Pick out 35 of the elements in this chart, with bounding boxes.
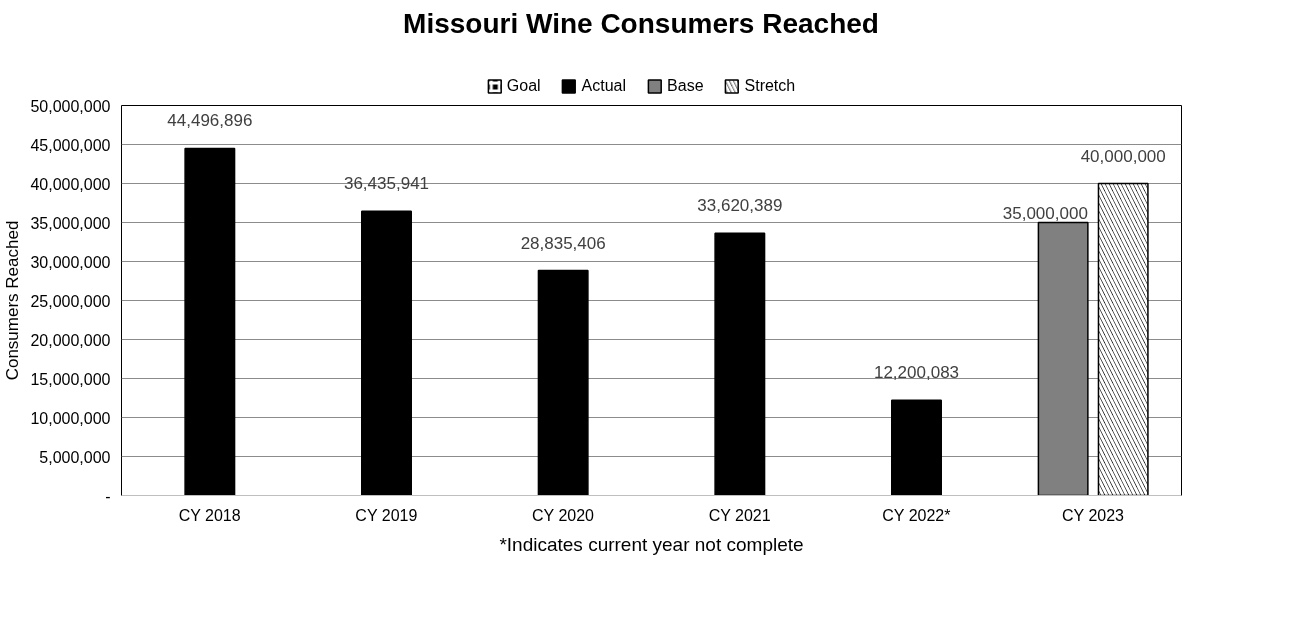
y-axis-title: Consumers Reached	[3, 220, 23, 381]
legend-label: Stretch	[744, 77, 796, 95]
y-tick-label: 5,000,000	[39, 448, 111, 466]
data-label: 12,200,083	[873, 363, 960, 383]
y-tick-label: 50,000,000	[30, 97, 111, 115]
bar	[361, 210, 412, 496]
y-tick-label: 40,000,000	[30, 175, 111, 193]
x-tick-label: CY 2019	[355, 506, 418, 524]
legend-label: Base	[667, 77, 704, 95]
x-tick-label: CY 2021	[708, 506, 771, 524]
y-tick-label: 35,000,000	[30, 214, 111, 232]
legend-label: Actual	[581, 77, 627, 95]
x-tick-label: CY 2018	[178, 506, 241, 524]
bar	[891, 399, 942, 496]
x-tick-label: CY 2022*	[882, 506, 951, 524]
data-label: 40,000,000	[1080, 146, 1166, 166]
text: *Indicates current year not complete	[499, 533, 804, 555]
y-tick-label: 45,000,000	[30, 136, 111, 154]
data-label: 35,000,000	[1002, 203, 1088, 223]
data-label: 44,496,896	[167, 111, 253, 131]
legend-label: Goal	[506, 77, 541, 95]
bar	[537, 269, 589, 496]
data-label: 28,835,406	[520, 233, 606, 253]
x-tick-label: CY 2023	[1062, 506, 1125, 524]
x-tick-label: CY 2020	[532, 506, 595, 524]
y-tick-label: 20,000,000	[30, 331, 111, 349]
y-tick-label: 30,000,000	[30, 253, 111, 271]
y-tick-label: 10,000,000	[30, 409, 111, 427]
y-tick-label: 15,000,000	[30, 370, 111, 388]
bar	[184, 147, 236, 496]
data-label: 33,620,389	[697, 196, 783, 216]
bar	[714, 232, 766, 496]
chart-title: Missouri Wine Consumers Reached	[403, 7, 879, 39]
y-tick-label: 25,000,000	[30, 292, 111, 310]
y-tick-label: -	[105, 487, 111, 505]
